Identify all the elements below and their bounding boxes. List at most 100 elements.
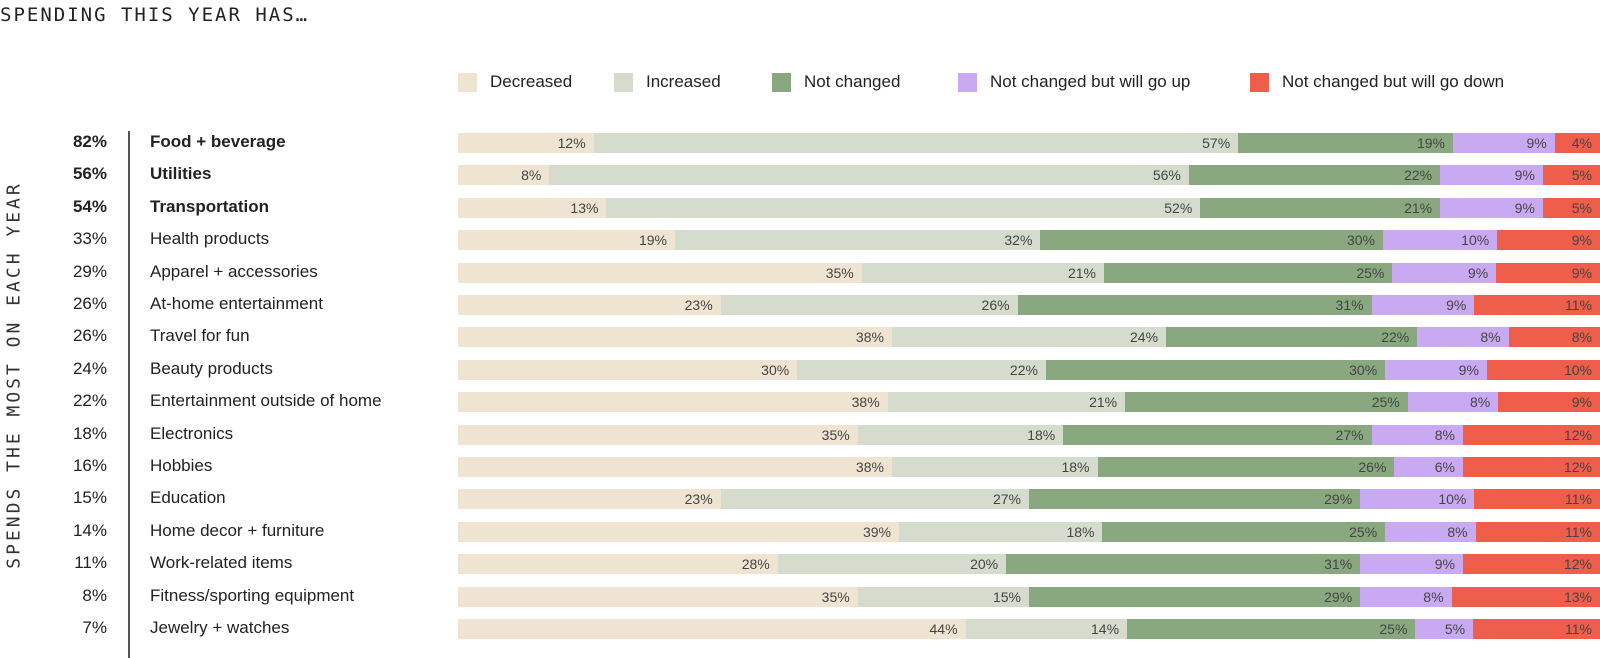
bar-segment-not-changed-but-will-go-down: 12%: [1462, 425, 1600, 445]
bar-segment-not-changed-but-will-go-down: 5%: [1542, 198, 1600, 218]
data-label: 52%: [1164, 200, 1193, 216]
data-label: 12%: [557, 135, 586, 151]
bar-apparel-accessories: 35% 21% 25% 9% 9%: [458, 263, 1600, 283]
bar-segment-increased: 20%: [777, 554, 1007, 574]
spends-most-value: 15%: [72, 488, 107, 507]
data-label: 25%: [1356, 265, 1385, 281]
spends-most-value: 29%: [72, 262, 107, 281]
bar-segment-increased: 24%: [891, 327, 1167, 347]
category-label: Electronics: [150, 424, 234, 443]
data-label: 31%: [1335, 297, 1364, 313]
bar-segment-not-changed-but-will-go-up: 5%: [1415, 619, 1474, 639]
bar-segment-decreased: 13%: [458, 198, 607, 218]
bar-segment-not-changed-but-will-go-up: 9%: [1371, 295, 1475, 315]
spends-most-value: 18%: [72, 424, 107, 443]
legend-item-will-go-up: Not changed but will go up: [958, 72, 1190, 92]
category-label: Food + beverage: [150, 132, 286, 151]
bar-segment-decreased: 35%: [458, 263, 862, 283]
data-label: 11%: [1565, 524, 1592, 540]
data-label: 27%: [992, 491, 1021, 507]
bar-segment-not-changed-but-will-go-down: 11%: [1475, 522, 1600, 542]
bar-segment-decreased: 38%: [458, 327, 892, 347]
bar-segment-not-changed-but-will-go-down: 11%: [1474, 489, 1600, 509]
data-label: 5%: [1571, 167, 1592, 183]
bar-segment-decreased: 35%: [458, 425, 858, 445]
legend-label-increased: Increased: [646, 72, 721, 91]
data-label: 15%: [992, 589, 1021, 605]
category-label: At-home entertainment: [150, 294, 323, 313]
legend-swatch-decreased: [458, 72, 477, 92]
data-label: 25%: [1349, 524, 1378, 540]
data-label: 12%: [1563, 427, 1592, 443]
bar-segment-not-changed-but-will-go-down: 13%: [1451, 587, 1600, 607]
spends-most-value: 26%: [72, 326, 107, 345]
bar-at-home-entertainment: 23% 26% 31% 9% 11%: [458, 295, 1600, 315]
bar-segment-decreased: 38%: [458, 457, 892, 477]
data-label: 9%: [1446, 297, 1467, 313]
bar-segment-decreased: 12%: [458, 133, 594, 153]
bar-segment-not-changed-but-will-go-up: 6%: [1394, 457, 1463, 477]
data-label: 11%: [1564, 491, 1592, 507]
data-label: 21%: [1067, 265, 1096, 281]
data-label: 13%: [570, 200, 599, 216]
spends-most-value: 22%: [72, 391, 107, 410]
data-label: 21%: [1404, 200, 1433, 216]
spends-most-value: 82%: [72, 132, 107, 151]
bar-segment-decreased: 35%: [458, 587, 858, 607]
data-label: 35%: [821, 589, 850, 605]
spends-most-value: 33%: [72, 229, 107, 248]
bar-segment-not-changed-but-will-go-down: 12%: [1462, 457, 1600, 477]
bar-home-decor-furniture: 39% 18% 25% 8% 11%: [458, 522, 1600, 542]
bar-transportation: 13% 52% 21% 9% 5%: [458, 198, 1600, 218]
category-label: Apparel + accessories: [150, 262, 318, 281]
bar-beauty-products: 30% 22% 30% 9% 10%: [458, 360, 1600, 380]
bar-travel-for-fun: 38% 24% 22% 8% 8%: [458, 327, 1600, 347]
data-label: 20%: [970, 556, 999, 572]
data-label: 19%: [638, 232, 667, 248]
data-label: 9%: [1514, 200, 1535, 216]
legend-label-will-go-down: Not changed but will go down: [1282, 72, 1505, 91]
category-label: Travel for fun: [150, 326, 250, 345]
data-label: 35%: [825, 265, 854, 281]
bar-segment-not-changed: 25%: [1125, 392, 1408, 412]
bar-segment-increased: 21%: [861, 263, 1104, 283]
bar-segment-increased: 56%: [549, 165, 1189, 185]
bar-segment-not-changed: 31%: [1006, 554, 1361, 574]
bar-segment-not-changed-but-will-go-up: 8%: [1407, 392, 1499, 412]
legend-swatch-increased: [614, 72, 633, 92]
spends-most-value: 7%: [82, 618, 107, 637]
bar-segment-not-changed-but-will-go-down: 10%: [1486, 360, 1600, 380]
bar-hobbies: 38% 18% 26% 6% 12%: [458, 457, 1600, 477]
data-label: 10%: [1438, 491, 1467, 507]
data-label: 26%: [1358, 459, 1387, 475]
spends-most-value: 24%: [72, 359, 107, 378]
data-label: 18%: [1061, 459, 1090, 475]
data-label: 31%: [1324, 556, 1353, 572]
bar-segment-not-changed-but-will-go-up: 10%: [1360, 489, 1475, 509]
category-label: Entertainment outside of home: [150, 391, 382, 410]
bar-segment-not-changed: 19%: [1238, 133, 1453, 153]
category-label: Education: [150, 488, 226, 507]
legend-item-not-changed: Not changed: [772, 72, 900, 92]
data-label: 14%: [1091, 621, 1120, 637]
data-label: 9%: [1571, 232, 1592, 248]
category-label: Health products: [150, 229, 270, 248]
data-label: 30%: [1346, 232, 1375, 248]
category-label: Transportation: [150, 197, 270, 216]
bar-segment-decreased: 44%: [458, 619, 966, 639]
bar-segment-not-changed-but-will-go-up: 9%: [1360, 554, 1463, 574]
bar-segment-not-changed: 31%: [1017, 295, 1372, 315]
data-label: 9%: [1434, 556, 1455, 572]
bar-segment-not-changed-but-will-go-down: 9%: [1498, 392, 1600, 412]
category-label: Utilities: [150, 164, 212, 183]
bar-segment-increased: 26%: [720, 295, 1018, 315]
data-label: 23%: [684, 297, 713, 313]
data-label: 26%: [981, 297, 1010, 313]
legend-swatch-not-changed: [772, 72, 791, 92]
spends-most-value: 54%: [72, 197, 107, 216]
data-label: 12%: [1563, 556, 1592, 572]
bar-segment-not-changed: 22%: [1188, 165, 1441, 185]
bar-segment-increased: 57%: [593, 133, 1239, 153]
data-label: 35%: [821, 427, 850, 443]
bar-segment-not-changed: 26%: [1097, 457, 1395, 477]
